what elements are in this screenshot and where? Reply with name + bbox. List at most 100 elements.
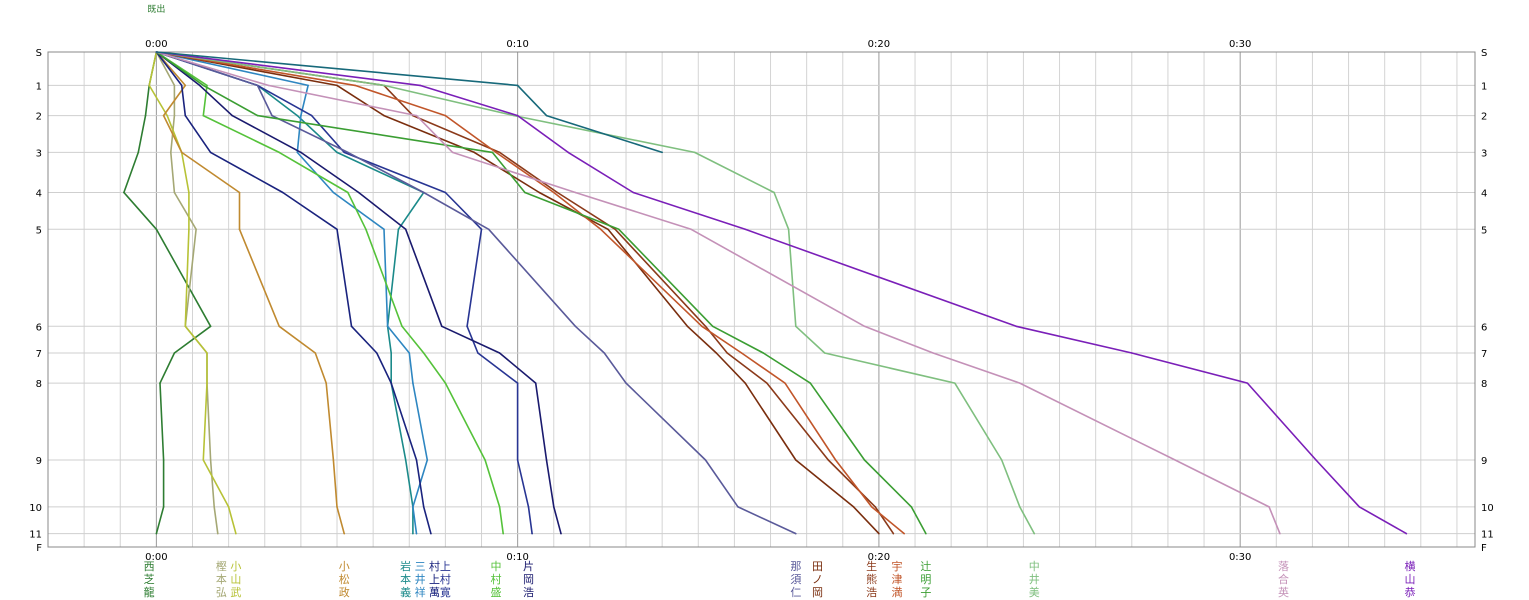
series-point <box>307 84 309 87</box>
series-point <box>545 114 548 117</box>
series-name-label: 宇 <box>891 560 902 573</box>
series-point <box>795 532 797 535</box>
series-point <box>206 352 208 354</box>
series-point <box>401 325 403 328</box>
series-point <box>744 382 747 384</box>
series-point <box>412 506 414 508</box>
y-tick-label-right: S <box>1481 48 1487 59</box>
y-tick-label-left: 11 <box>29 530 42 541</box>
series-point <box>296 151 299 154</box>
y-tick-label-right: 2 <box>1481 112 1487 123</box>
series-lines <box>123 51 1408 535</box>
y-tick-label-right: 11 <box>1481 530 1494 541</box>
series-name-label: 龍 <box>144 585 155 599</box>
series-name-label: 村 <box>490 572 501 586</box>
series-name-label: 武 <box>230 586 241 599</box>
series-name-label: 辻 <box>920 559 931 573</box>
series-name-label: 中 <box>490 560 501 573</box>
series-name-label: 恭 <box>1404 586 1415 599</box>
series-point <box>466 325 468 328</box>
series-point <box>903 532 905 535</box>
series-point <box>795 459 797 461</box>
series-point <box>480 228 483 231</box>
plot-frame <box>47 51 1476 548</box>
y-tick-label-right: 4 <box>1481 188 1487 199</box>
series-point <box>686 325 689 328</box>
series-name-label: 熊 <box>866 572 877 586</box>
series-name-label: 本 <box>400 572 411 586</box>
x-tick-label-bottom: 0:00 <box>145 552 167 563</box>
series-name-label: 中 <box>1029 560 1040 573</box>
series-point <box>809 382 812 384</box>
series-line <box>156 51 663 154</box>
series-point <box>874 506 877 508</box>
x-tick-label-top: 0:30 <box>1229 39 1251 50</box>
series-line <box>156 51 425 534</box>
series-line <box>156 51 1036 534</box>
y-tick-label-left: 6 <box>36 322 42 333</box>
series-name-label: 山 <box>1404 573 1415 586</box>
series-point <box>1033 532 1036 535</box>
series-point <box>711 325 714 328</box>
series-point <box>296 114 299 117</box>
series-line <box>155 51 562 534</box>
series-name-label: 岩 <box>400 559 411 573</box>
series-point <box>155 51 158 53</box>
series-point <box>451 151 454 154</box>
series-point <box>632 191 635 194</box>
series-point <box>704 325 707 328</box>
series-point <box>870 506 873 508</box>
series-point <box>516 84 519 87</box>
series-point <box>202 459 205 461</box>
series-name-label: 田 <box>812 560 823 573</box>
series-line <box>155 51 504 534</box>
series-point <box>343 532 346 535</box>
series-point <box>524 191 526 194</box>
series-name-label: ノ <box>812 573 823 586</box>
y-tick-label-right: 1 <box>1481 81 1487 92</box>
series-line <box>155 51 345 534</box>
series-point <box>422 352 425 354</box>
series-point <box>737 506 739 508</box>
series-point <box>180 151 183 154</box>
series-point <box>347 191 349 194</box>
series-point <box>607 228 609 231</box>
series-point <box>383 84 385 87</box>
series-name-label: 生 <box>866 559 877 573</box>
series-point <box>744 228 747 231</box>
series-point <box>827 459 830 461</box>
series-point <box>343 151 346 154</box>
series-point <box>487 228 490 231</box>
series-point <box>878 532 880 535</box>
series-point <box>404 459 407 461</box>
series-point <box>953 382 956 384</box>
series-point <box>545 459 548 461</box>
series-point <box>325 382 327 384</box>
series-point <box>310 114 313 117</box>
series-name-label: 井 <box>415 572 426 586</box>
series-point <box>863 459 866 461</box>
series-point <box>173 191 176 194</box>
series-point <box>336 151 338 154</box>
x-tick-label-top: 0:20 <box>868 39 890 50</box>
y-tick-label-left: 8 <box>36 379 42 390</box>
y-tick-label-right: 8 <box>1481 379 1487 390</box>
series-point <box>278 325 281 328</box>
y-tick-label-left: 4 <box>36 188 42 199</box>
series-name-label: 小 <box>339 560 350 573</box>
y-tick-label-right: 10 <box>1481 503 1494 514</box>
series-point <box>173 114 176 117</box>
start-top-label: 既出 <box>147 3 165 15</box>
series-point <box>155 228 158 231</box>
series-point <box>534 382 537 384</box>
series-point <box>1000 459 1003 461</box>
series-point <box>209 325 212 328</box>
series-name-label: 那 <box>790 560 801 573</box>
series-point <box>1019 382 1021 384</box>
series-point <box>693 151 696 154</box>
series-point <box>567 151 570 154</box>
series-point <box>256 84 259 87</box>
y-tick-label-left: S <box>36 48 42 59</box>
